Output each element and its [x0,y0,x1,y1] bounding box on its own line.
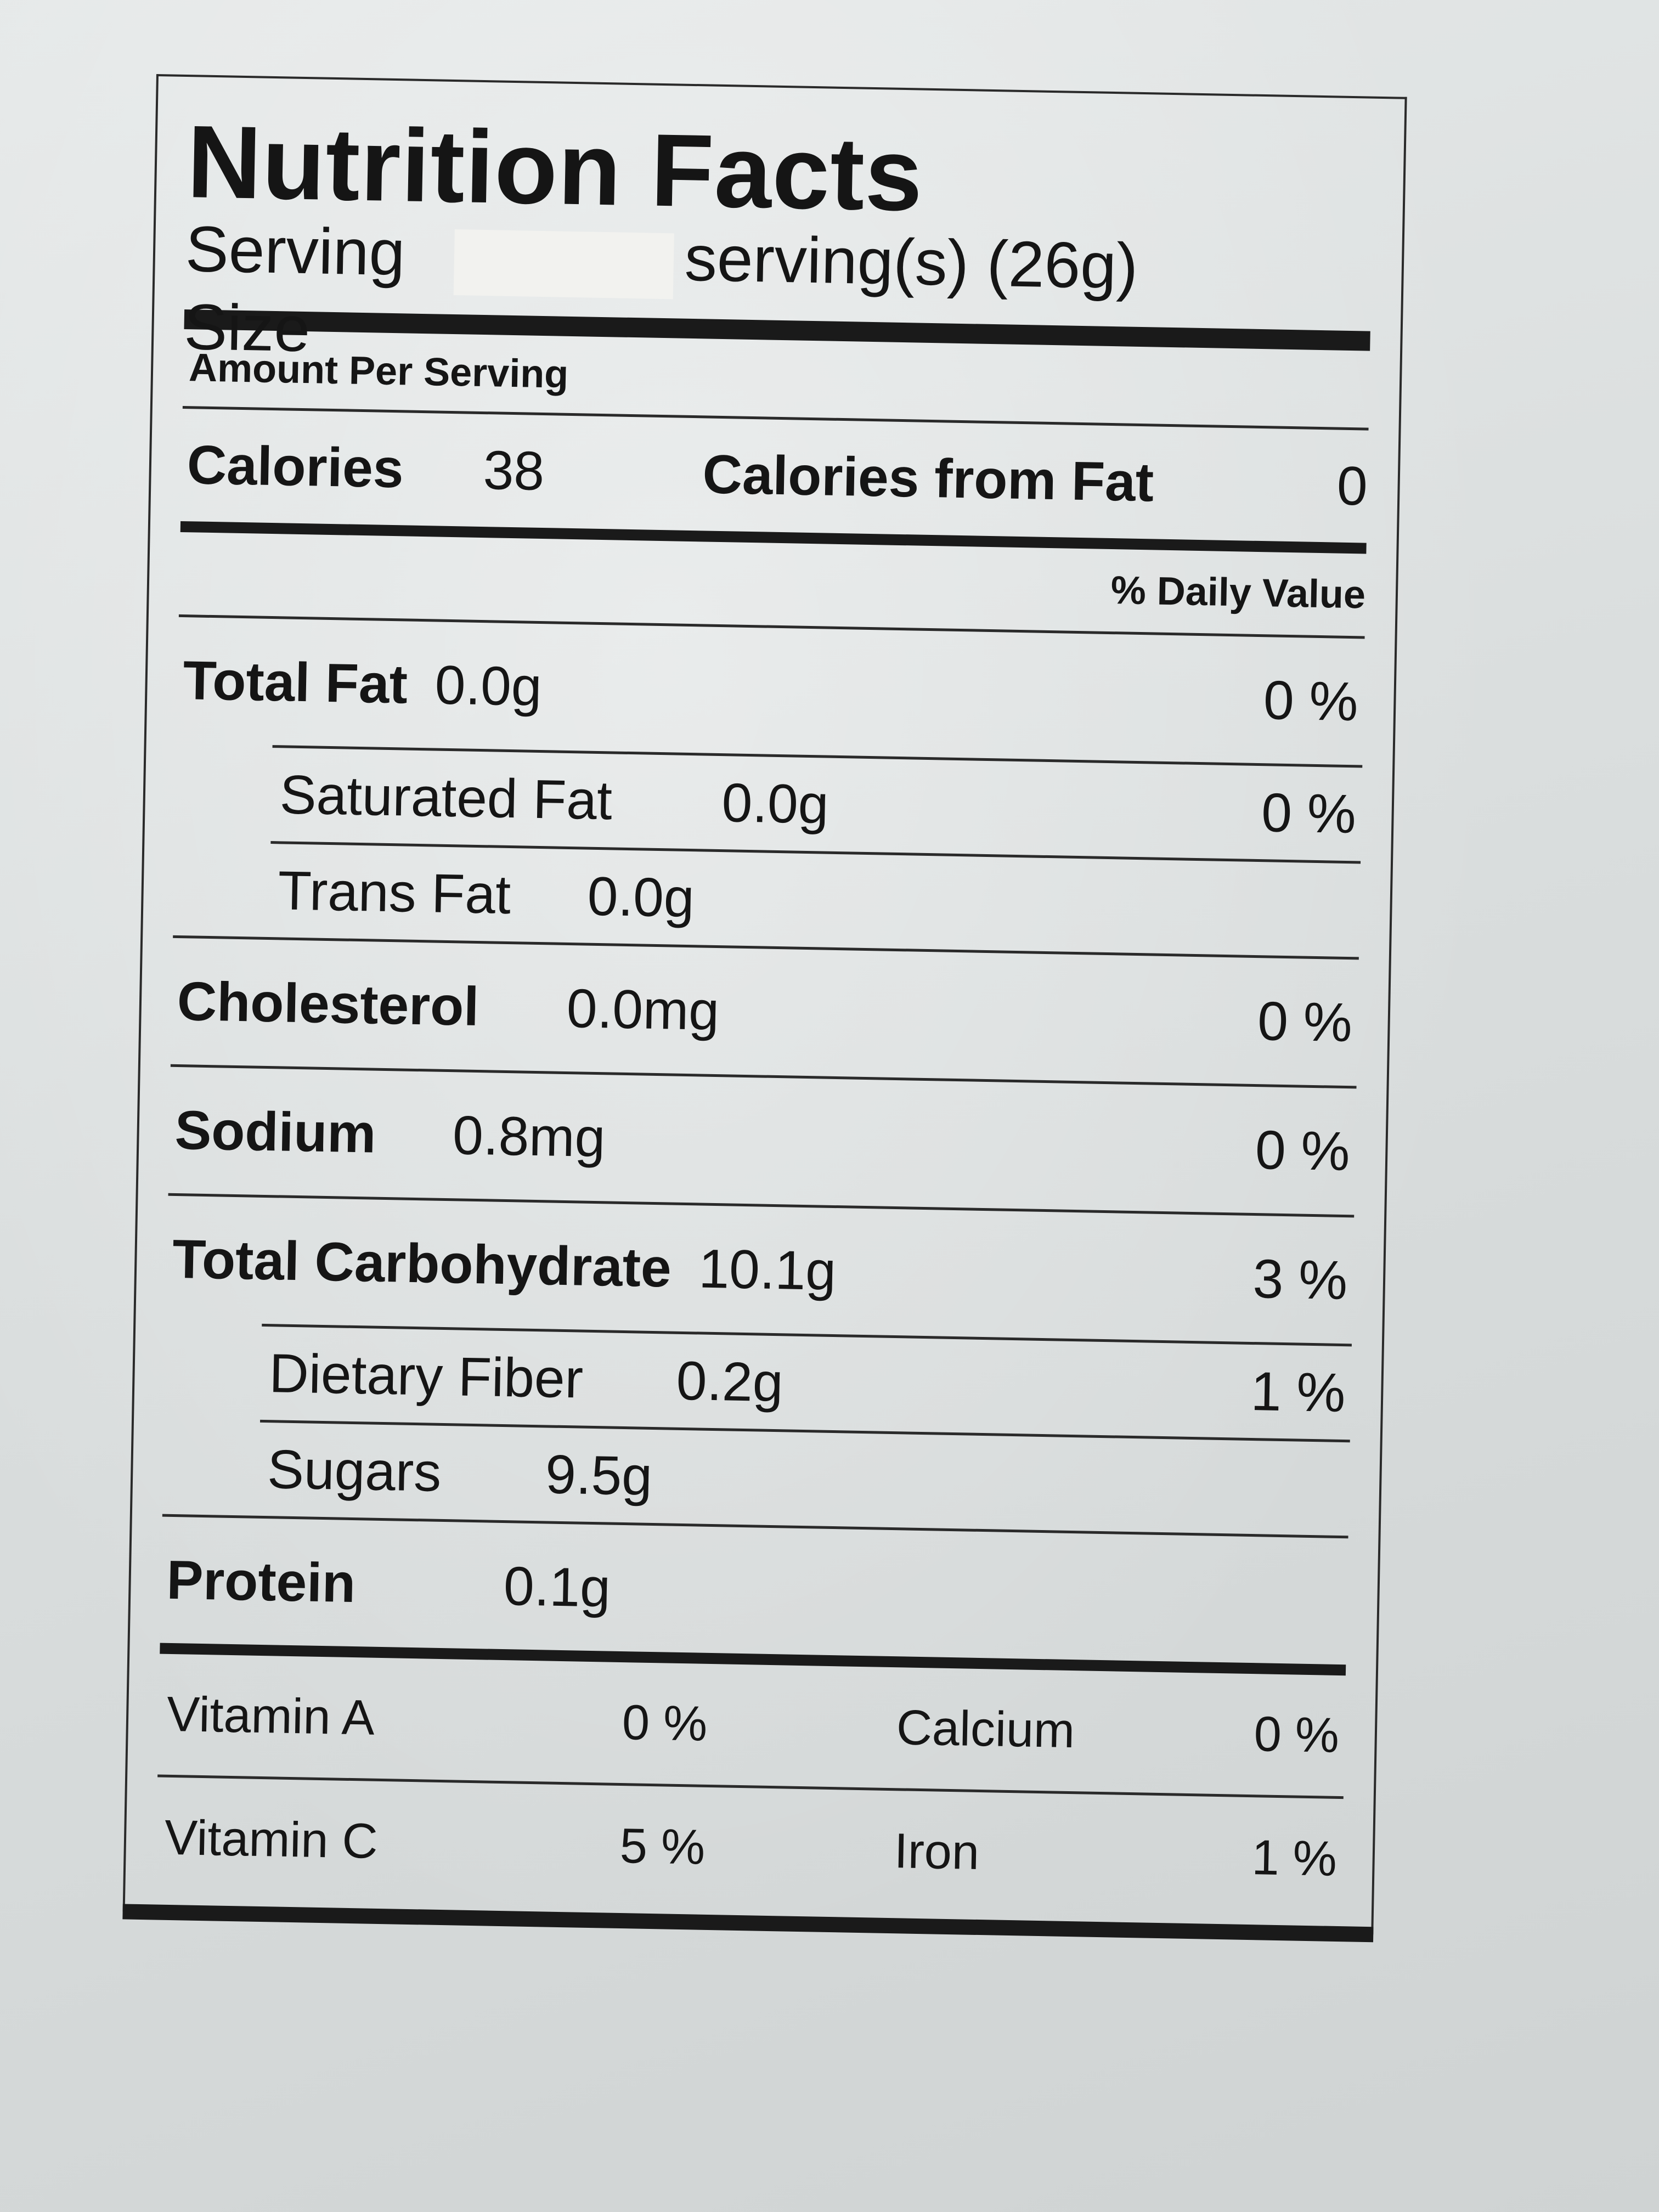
nutrient-daily-value: 1 % [1250,1360,1346,1424]
nutrient-name: Sodium [174,1099,377,1165]
nutrient-name: Protein [166,1549,357,1614]
nutrient-amount: 0.8mg [452,1104,606,1169]
serving-size-value: serving(s) (26g) [684,222,1139,303]
nutrition-facts-label: Nutrition Facts Serving Size serving(s) … [122,74,1407,1943]
vitamin-a-name: Vitamin A [166,1686,375,1746]
nutrient-name: Cholesterol [177,970,480,1037]
calories-label: Calories [186,434,404,500]
calories-from-fat-label: Calories from Fat [702,443,1155,514]
nutrient-amount: 0.0g [721,771,830,836]
vitamin-c-name: Vitamin C [164,1810,379,1869]
nutrient-row-protein: Protein 0.1g [160,1517,1348,1665]
nutrient-daily-value: 0 % [1255,1119,1351,1182]
nutrient-amount: 0.0g [434,654,543,718]
iron-daily-value: 1 % [1251,1830,1338,1887]
calories-value: 38 [482,439,545,503]
nutrient-row-cholesterol: Cholesterol 0.0mg 0 % [171,938,1359,1086]
calcium-name: Calcium [896,1700,1075,1758]
vitamin-c-daily-value: 5 % [619,1818,706,1875]
nutrient-amount: 10.1g [698,1237,837,1302]
calcium-daily-value: 0 % [1253,1706,1340,1763]
nutrient-name: Total Carbohydrate [172,1228,672,1299]
nutrient-amount: 0.2g [675,1350,784,1413]
serving-size-blank [453,229,674,300]
vitamin-a-daily-value: 0 % [622,1695,708,1752]
nutrient-daily-value: 3 % [1252,1248,1348,1311]
vitamin-row-c-iron: Vitamin C 5 % Iron 1 % [155,1778,1344,1920]
nutrient-amount: 9.5g [545,1443,653,1507]
nutrient-daily-value: 0 % [1257,990,1353,1053]
nutrient-amount: 0.1g [503,1555,611,1619]
nutrient-name: Sugars [267,1438,442,1503]
nutrient-daily-value: 0 % [1261,781,1357,845]
nutrient-name: Dietary Fiber [268,1342,584,1410]
nutrient-row-total-fat: Total Fat 0.0g 0 % [177,617,1365,765]
nutrient-name: Trans Fat [277,859,511,926]
nutrient-name: Saturated Fat [279,763,613,831]
nutrient-name: Total Fat [182,649,408,715]
nutrient-amount: 0.0mg [566,977,720,1042]
vitamin-row-a-calcium: Vitamin A 0 % Calcium 0 % [157,1654,1346,1797]
nutrient-row-sodium: Sodium 0.8mg 0 % [168,1067,1357,1215]
nutrient-daily-value: 0 % [1263,669,1359,732]
nutrient-row-total-carbohydrate: Total Carbohydrate 10.1g 3 % [166,1196,1354,1344]
nutrient-amount: 0.0g [586,865,695,929]
calories-row: Calories 38 Calories from Fat 0 [180,409,1368,543]
iron-name: Iron [893,1823,980,1880]
calories-from-fat-value: 0 [1336,455,1368,517]
